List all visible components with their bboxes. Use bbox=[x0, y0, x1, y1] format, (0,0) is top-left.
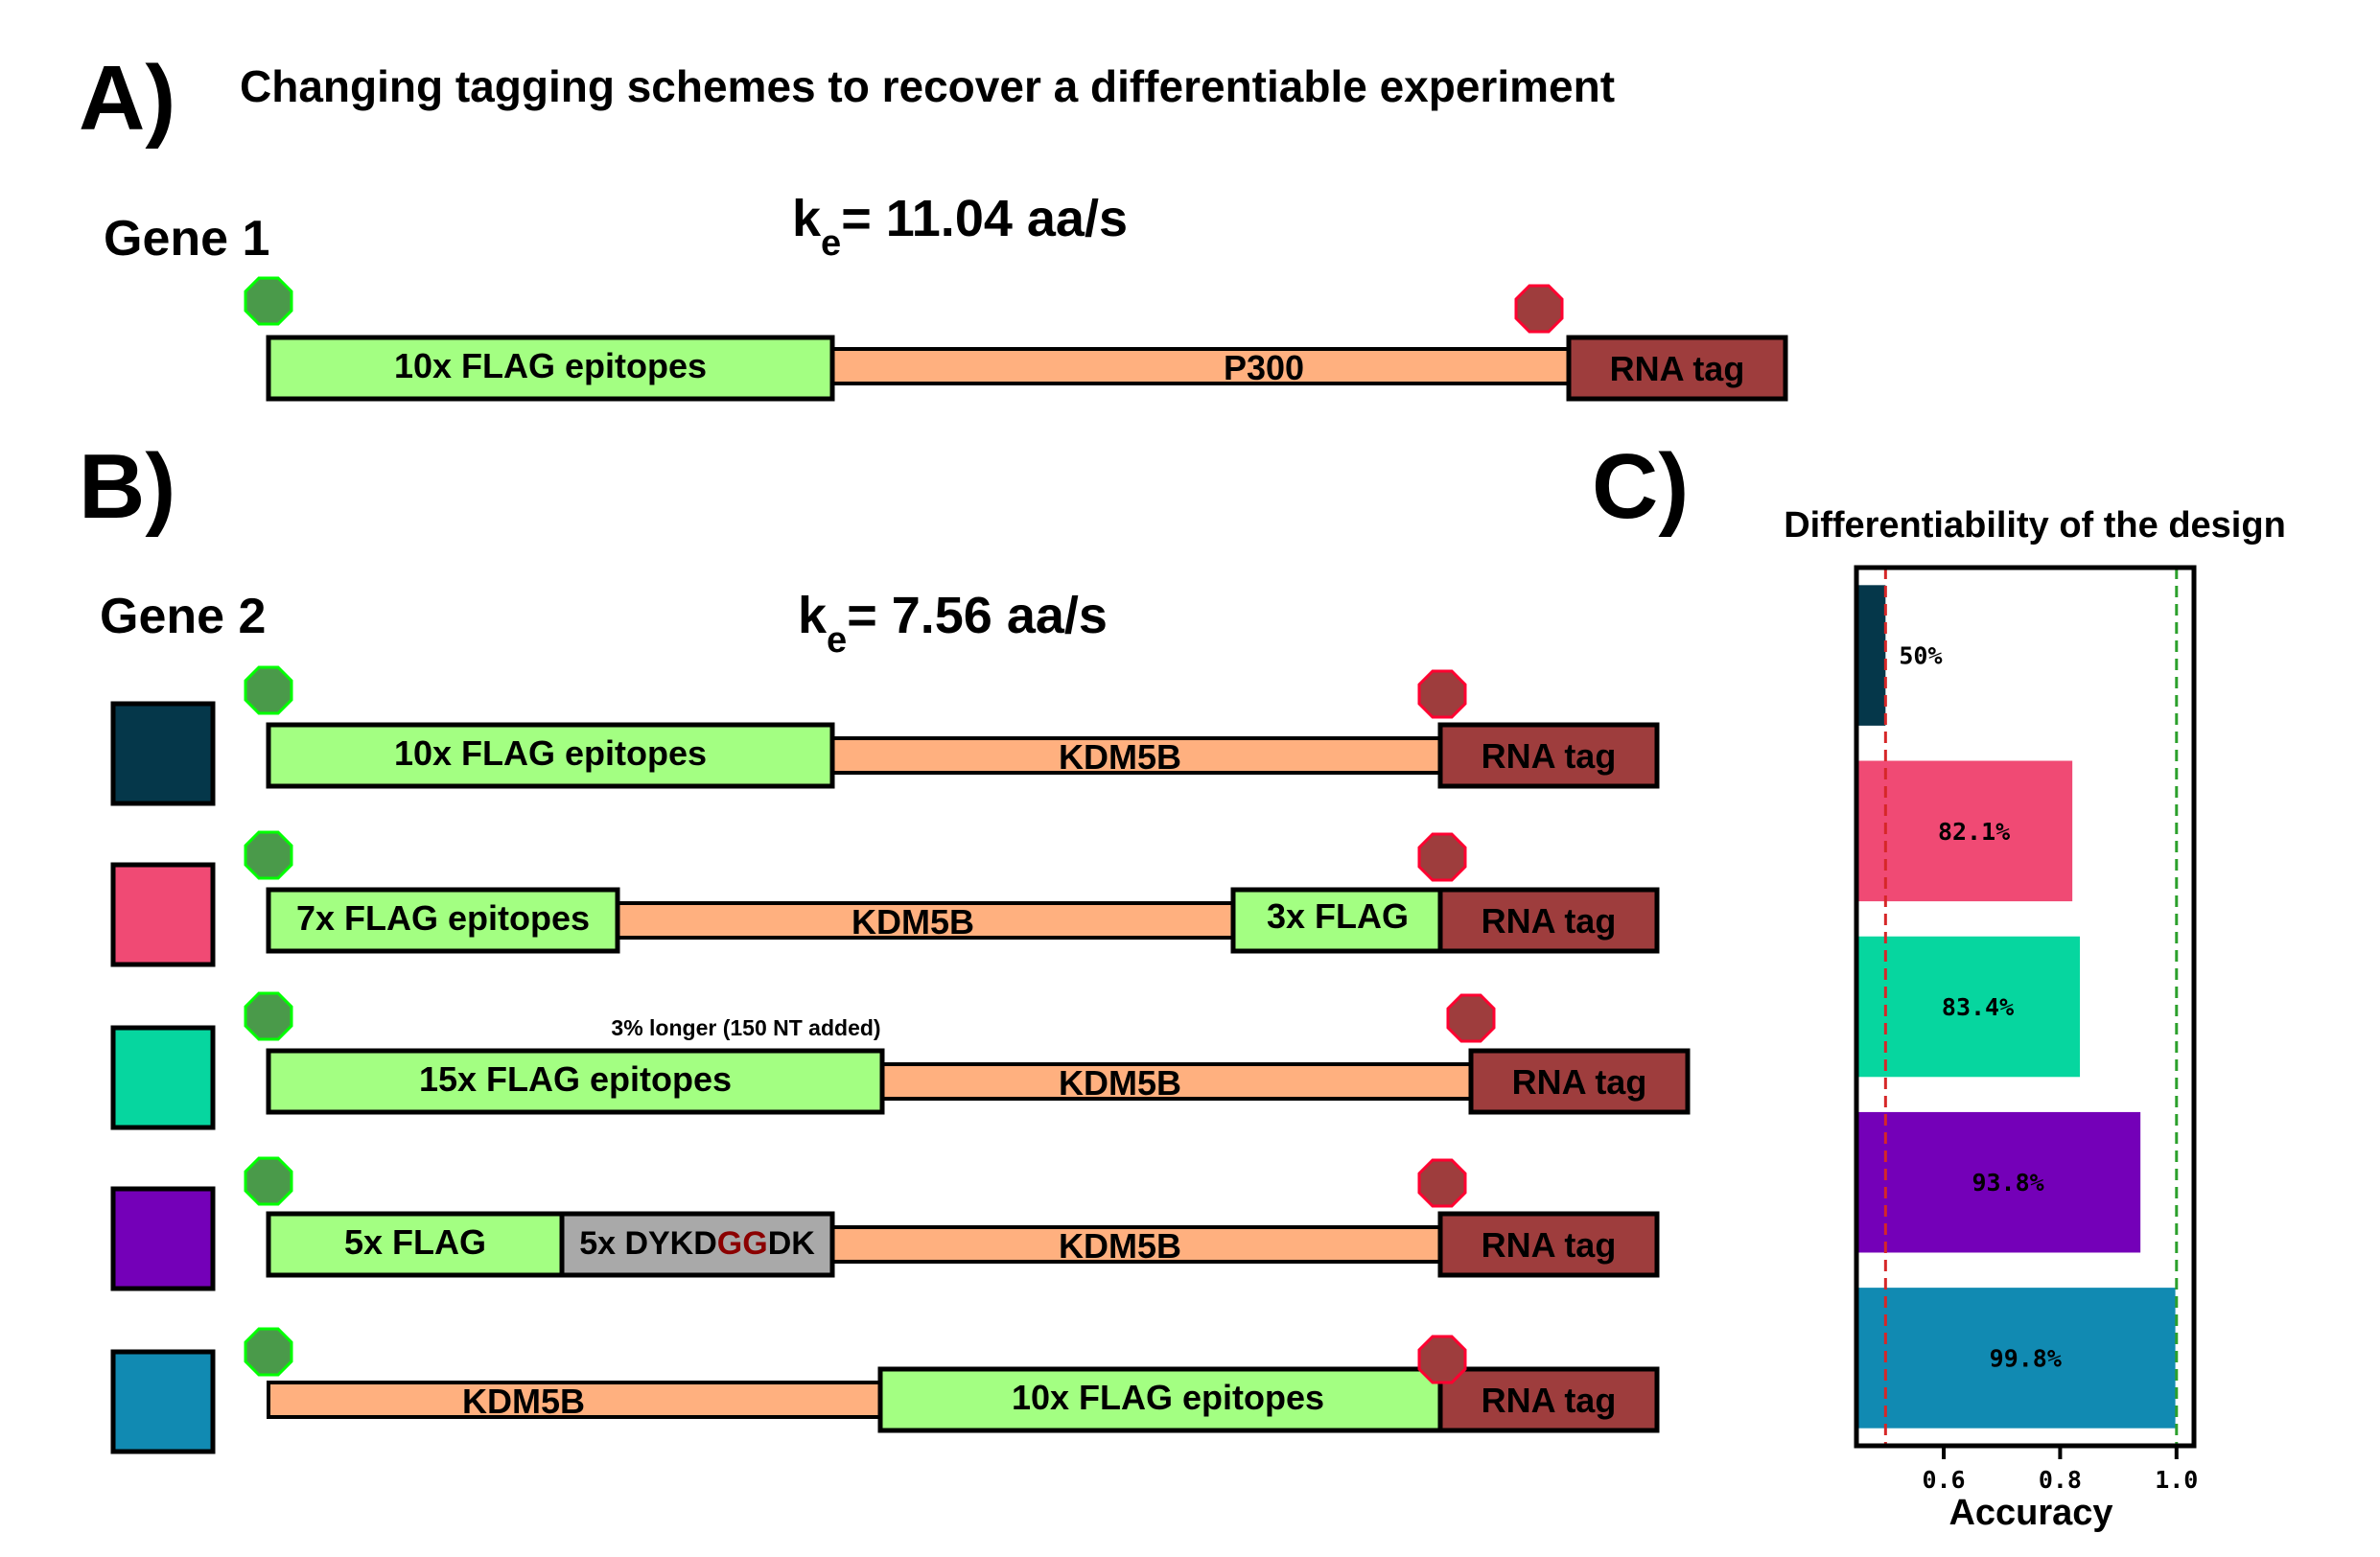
extra-epitope-label: 3x FLAG bbox=[1267, 896, 1409, 936]
epitope-label: 5x FLAG bbox=[344, 1222, 486, 1262]
gene-1-construct: P300 10x FLAG epitopes RNA tag bbox=[244, 276, 1788, 402]
gene-1-rate: ke= 11.04 aa/s bbox=[792, 190, 1128, 264]
rna-tag-label: RNA tag bbox=[1482, 901, 1617, 941]
epitope-label: 10x FLAG epitopes bbox=[394, 346, 707, 385]
rna-tag-segment bbox=[1437, 1211, 1660, 1278]
rna-tag-label: RNA tag bbox=[1482, 1225, 1617, 1265]
gene-label: KDM5B bbox=[1059, 737, 1181, 777]
panel-c-letter: C) bbox=[1592, 435, 1689, 538]
rate-subscript: e bbox=[827, 620, 847, 661]
gene-segment bbox=[828, 736, 1442, 775]
chart-title: Differentiability of the design bbox=[1784, 505, 2286, 546]
construct-color-swatch bbox=[110, 1025, 216, 1130]
epitope-segment bbox=[266, 722, 835, 789]
rate-k: k bbox=[798, 587, 828, 644]
extra-epitope-segment bbox=[1230, 887, 1445, 954]
rna-tag-segment bbox=[1437, 1366, 1660, 1433]
start-codon-icon bbox=[244, 665, 293, 715]
epitope-segment bbox=[266, 1048, 885, 1115]
construct-row-4: KDM5B 5x FLAG 5x DYKDGGDK RNA tag bbox=[110, 1156, 1660, 1291]
mutant-suffix: DK bbox=[768, 1225, 816, 1262]
chart-x-axis-ticks: 0.6 0.8 1.0 bbox=[1922, 1446, 2198, 1494]
epitope-label: 15x FLAG epitopes bbox=[419, 1059, 732, 1099]
mutant-highlight: GG bbox=[717, 1225, 768, 1262]
mutant-epitope-label: 5x DYKDGGDK bbox=[579, 1225, 815, 1262]
rna-tag-label: RNA tag bbox=[1610, 349, 1745, 388]
gene-2-label: Gene 2 bbox=[100, 589, 266, 644]
chart-bar bbox=[1856, 1288, 2176, 1429]
epitope-label: 7x FLAG epitopes bbox=[296, 898, 590, 938]
chart-value-label: 99.8% bbox=[1990, 1344, 2062, 1372]
stop-codon-icon bbox=[1417, 1158, 1467, 1208]
panel-a-letter: A) bbox=[79, 47, 175, 150]
construct-color-swatch bbox=[110, 701, 216, 806]
gene-2-rate: ke= 7.56 aa/s bbox=[798, 587, 1108, 661]
epitope-label: 10x FLAG epitopes bbox=[1012, 1378, 1324, 1417]
gene-label: KDM5B bbox=[1059, 1063, 1181, 1103]
chart-value-label: 82.1% bbox=[1938, 818, 2010, 846]
rna-tag-segment bbox=[1437, 722, 1660, 789]
start-codon-icon bbox=[244, 276, 293, 326]
stop-codon-icon bbox=[1514, 284, 1564, 334]
chart-x-tick-label: 0.8 bbox=[2039, 1466, 2082, 1494]
chart-plot-area bbox=[1854, 565, 2197, 1449]
construct-row-5: KDM5B 10x FLAG epitopes RNA tag bbox=[110, 1327, 1660, 1454]
chart-bars bbox=[1856, 585, 2176, 1429]
start-codon-icon bbox=[244, 991, 293, 1041]
gene-label: P300 bbox=[1224, 348, 1304, 387]
stop-codon-icon bbox=[1417, 832, 1467, 882]
stop-codon-icon bbox=[1417, 669, 1467, 719]
chart-bar bbox=[1856, 760, 2073, 902]
rna-tag-segment bbox=[1468, 1048, 1691, 1115]
construct-color-swatch bbox=[110, 1186, 216, 1291]
chart-x-tick-label: 0.6 bbox=[1922, 1466, 1965, 1494]
panel-b-letter: B) bbox=[79, 435, 175, 538]
gene-label: KDM5B bbox=[852, 902, 974, 941]
epitope-segment bbox=[266, 1211, 565, 1278]
rna-tag-segment bbox=[1437, 887, 1660, 954]
chart-bar bbox=[1856, 585, 1886, 726]
rna-tag-label: RNA tag bbox=[1482, 736, 1617, 776]
epitope-label: 10x FLAG epitopes bbox=[394, 733, 707, 773]
chart-value-label: 50% bbox=[1899, 642, 1942, 670]
construct-color-swatch bbox=[110, 1349, 216, 1454]
start-codon-icon bbox=[244, 830, 293, 880]
rate-value: = 11.04 aa/s bbox=[841, 190, 1128, 247]
chart-reference-lines bbox=[1883, 568, 2179, 1446]
epitope-segment bbox=[266, 335, 835, 402]
rate-value: = 7.56 aa/s bbox=[847, 587, 1108, 644]
panel-a-title: Changing tagging schemes to recover a di… bbox=[240, 61, 1615, 111]
mutant-epitope-segment bbox=[559, 1211, 835, 1278]
chart-value-labels: 50% 82.1% 83.4% 93.8% 99.8% bbox=[1899, 642, 2062, 1373]
construct-row-1: KDM5B 10x FLAG epitopes RNA tag bbox=[110, 665, 1660, 806]
gene-label: KDM5B bbox=[1059, 1226, 1181, 1266]
gene-1-label: Gene 1 bbox=[104, 211, 269, 267]
epitope-segment bbox=[266, 887, 620, 954]
rate-subscript: e bbox=[821, 223, 841, 264]
rna-tag-label: RNA tag bbox=[1512, 1062, 1647, 1102]
construct-note: 3% longer (150 NT added) bbox=[611, 1015, 880, 1040]
start-codon-icon bbox=[244, 1156, 293, 1206]
rna-tag-label: RNA tag bbox=[1482, 1381, 1617, 1420]
chart-x-axis-label: Accuracy bbox=[1948, 1493, 2112, 1533]
stop-codon-icon bbox=[1417, 1335, 1467, 1384]
mutant-prefix: 5x DYKD bbox=[579, 1225, 717, 1262]
gene-segment bbox=[828, 347, 1571, 385]
construct-row-2: KDM5B 7x FLAG epitopes 3x FLAG RNA tag bbox=[110, 830, 1660, 967]
gene-segment bbox=[267, 1381, 884, 1419]
construct-color-swatch bbox=[110, 862, 216, 967]
chart-value-label: 93.8% bbox=[1972, 1169, 2043, 1197]
start-codon-icon bbox=[244, 1327, 293, 1377]
rna-tag-segment bbox=[1566, 335, 1788, 402]
chart-bar bbox=[1856, 1111, 2141, 1253]
construct-row-3: 3% longer (150 NT added) KDM5B 15x FLAG … bbox=[110, 991, 1691, 1130]
chart-x-tick-label: 1.0 bbox=[2155, 1466, 2198, 1494]
stop-codon-icon bbox=[1446, 993, 1496, 1043]
gene-label: KDM5B bbox=[462, 1382, 585, 1421]
chart-value-label: 83.4% bbox=[1942, 993, 2014, 1021]
rate-k: k bbox=[792, 190, 822, 247]
chart-bar bbox=[1856, 936, 2081, 1078]
